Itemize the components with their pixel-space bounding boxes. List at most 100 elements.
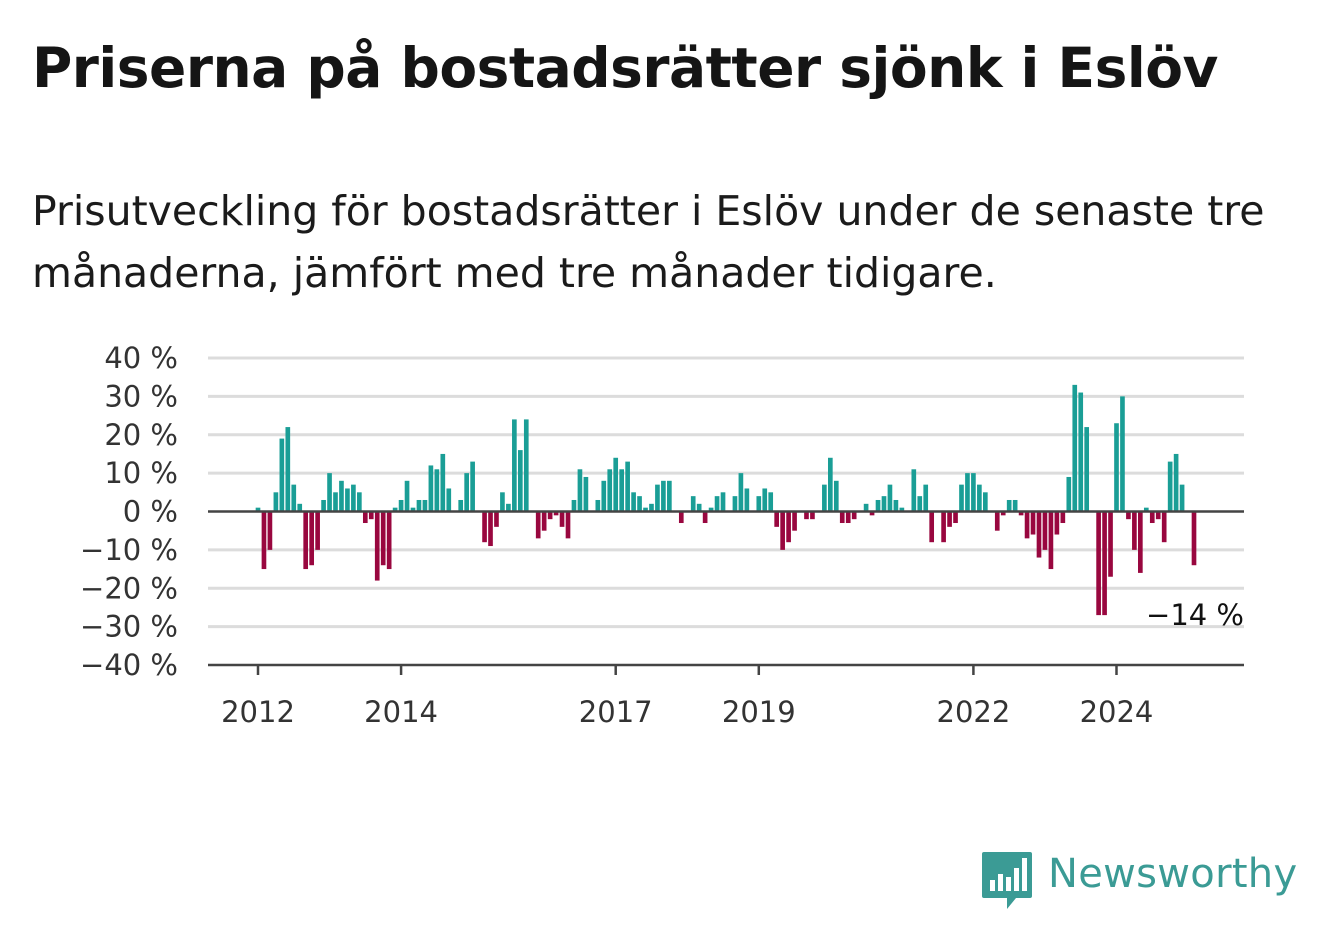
bar [720,492,726,512]
bar [362,511,368,524]
bar [637,496,642,512]
brand-name: Newsworthy [1048,851,1298,897]
bar [583,476,589,512]
bar [1060,511,1066,524]
bar [553,511,559,516]
bar [333,492,338,512]
bar [601,480,607,512]
bar [1012,499,1018,512]
bar [434,469,440,512]
bar [941,511,946,543]
bar [523,419,529,512]
newsworthy-logo: Newsworthy [980,848,1300,910]
y-tick-label: −30 % [80,610,178,644]
bar [833,480,839,512]
bar [863,503,869,512]
bar [422,499,428,512]
bar [571,499,577,512]
bar [1030,511,1036,535]
bar [470,461,475,512]
bar [255,507,261,512]
bar [1096,511,1101,616]
bar [1036,511,1042,558]
bar [977,484,982,512]
bar [1102,511,1107,616]
bar [851,511,857,520]
bar [869,511,875,516]
bar [1084,427,1090,512]
x-tick-label: 2024 [1080,695,1154,729]
chart-title: Priserna på bostadsrätter sjönk i Eslöv [32,36,1218,100]
bar-chart-speech-bubble-icon [982,852,1032,909]
bar [822,484,827,512]
bar [893,499,899,512]
bar [1072,384,1078,512]
bar [631,492,636,512]
y-tick-label: 30 % [104,379,178,413]
bar [971,473,976,512]
bar [607,469,613,512]
bar [273,492,279,512]
bar [1173,453,1179,512]
bar [1048,511,1054,570]
bar [1018,511,1024,516]
bar [768,492,774,512]
bars [255,384,1197,616]
bar [410,507,416,512]
bar [655,484,660,512]
bar [345,488,350,512]
bar [625,461,630,512]
bar [1132,511,1137,550]
bar [541,511,547,531]
bar [953,511,958,524]
bar [297,503,303,512]
bar [327,473,332,512]
y-tick-label: −10 % [80,533,178,567]
bar [351,484,356,512]
bar [303,511,309,570]
last-value-label: −14 % [1146,598,1244,632]
bar [667,480,672,512]
y-tick-label: 10 % [104,456,178,490]
y-tick-label: 40 % [104,341,178,375]
bar [828,457,833,512]
bar [994,511,1000,531]
bar [1126,511,1131,520]
bar [315,511,320,550]
bar [1138,511,1143,573]
bar [887,484,893,512]
bar [261,511,267,570]
y-tick-label: 0 % [123,495,178,529]
bar [911,469,917,512]
bar [309,511,314,566]
bar [1143,507,1149,512]
bar [398,499,404,512]
bar [321,499,326,512]
bar [1108,511,1113,577]
bar [792,511,797,531]
bar [517,450,523,512]
bar [929,511,935,543]
bar [446,488,452,512]
bar [762,488,768,512]
bar [714,496,720,512]
y-tick-label: −40 % [80,648,178,682]
bar [983,492,988,512]
bar [1024,511,1030,539]
bar [291,484,297,512]
bar [488,511,493,547]
y-tick-label: 20 % [104,418,178,452]
bar [786,511,791,543]
bar [678,511,684,524]
bar [1155,511,1161,520]
bar [649,503,654,512]
y-tick-label: −20 % [80,571,178,605]
bar [1066,476,1072,512]
bar [1042,511,1048,550]
bar [440,453,446,512]
bar [1114,423,1119,512]
bar [965,473,970,512]
bar [708,507,714,512]
bar [339,480,344,512]
bar [482,511,487,543]
